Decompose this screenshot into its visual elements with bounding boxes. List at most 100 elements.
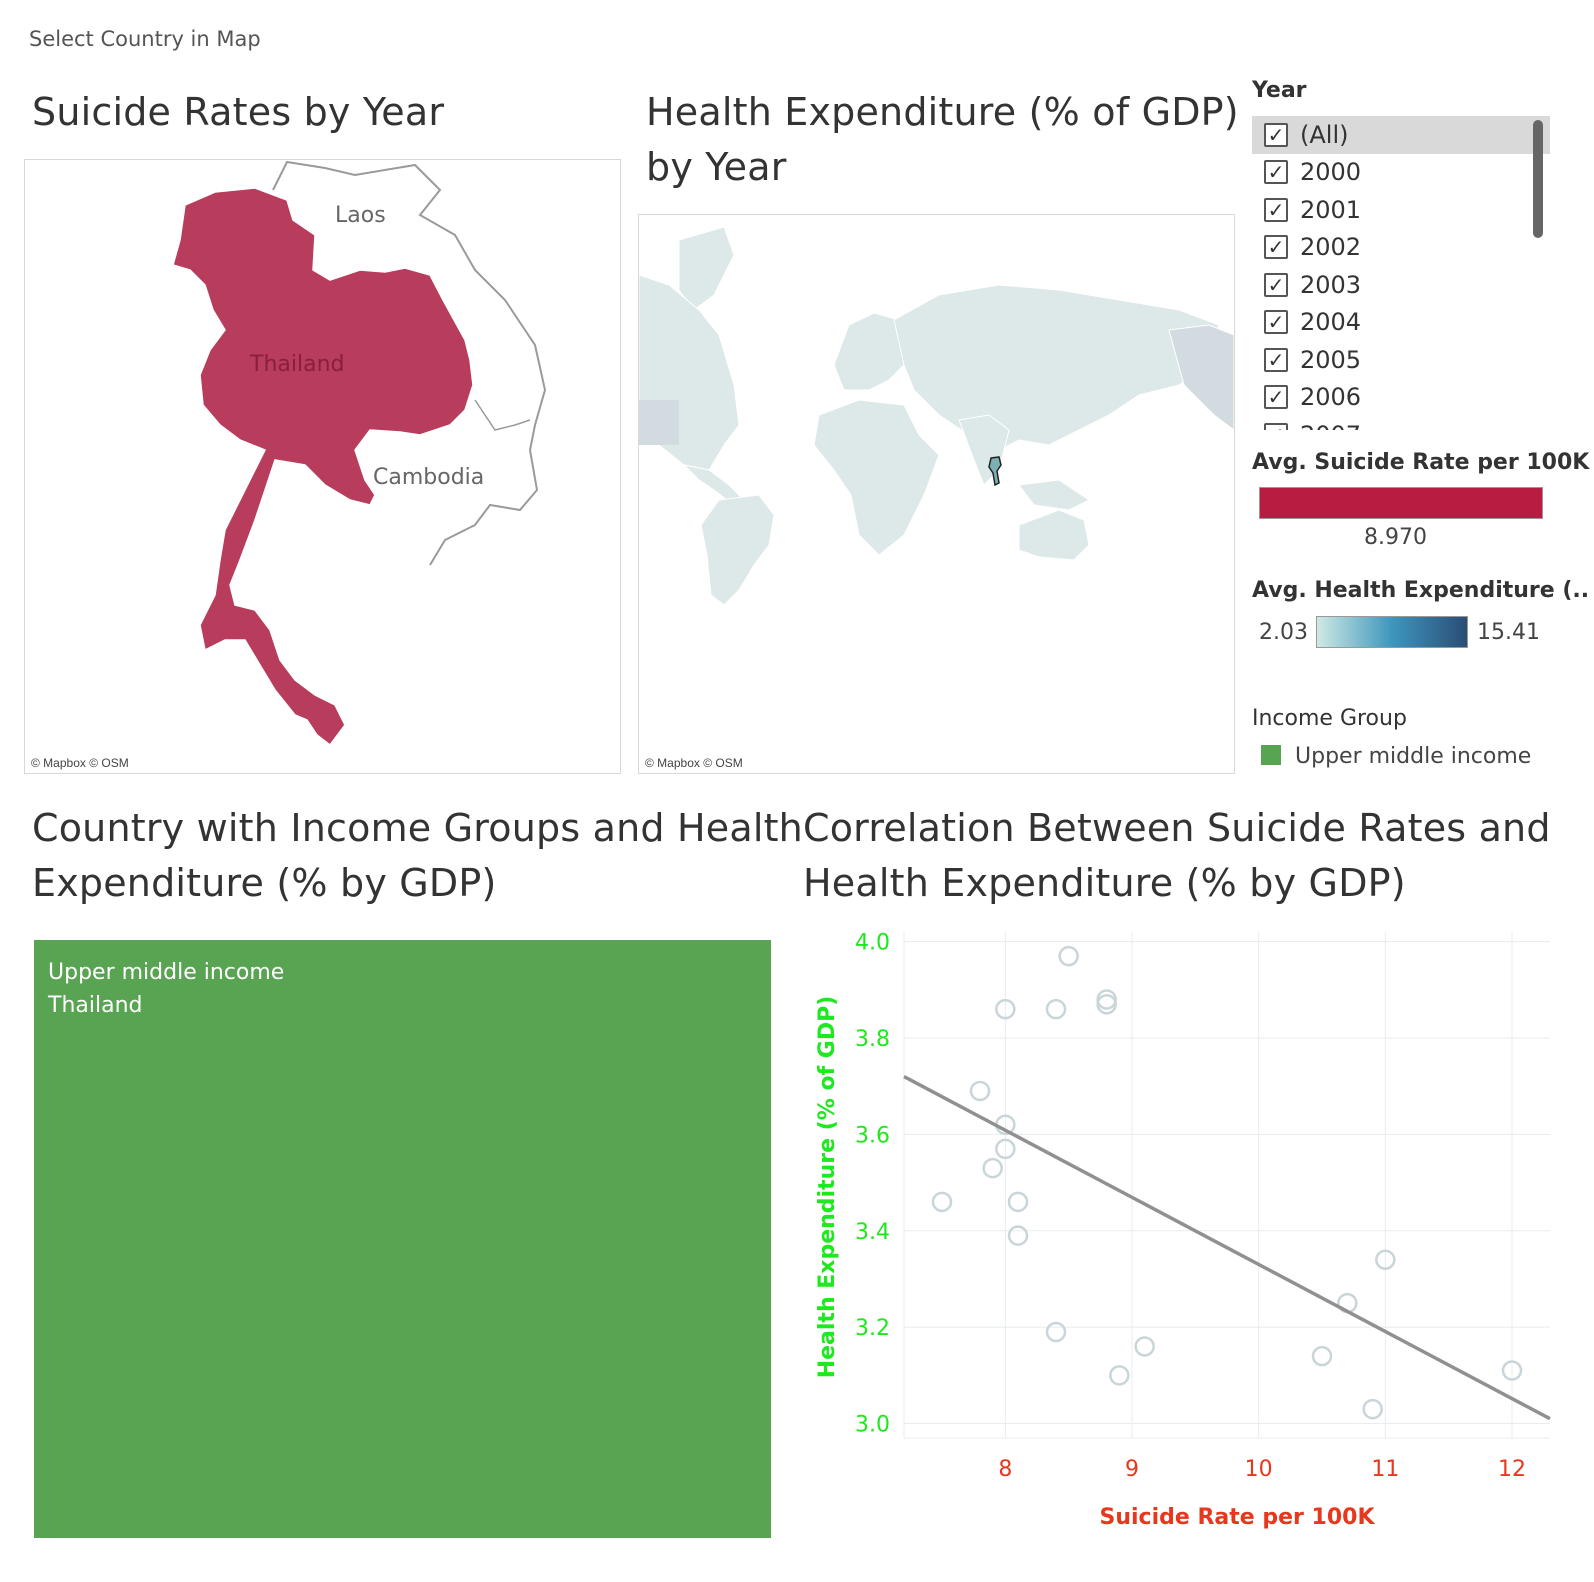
y-tick-label: 3.6 (855, 1123, 890, 1148)
checkbox-icon[interactable]: ✓ (1264, 122, 1288, 147)
suicide-map[interactable]: Thailand Laos Cambodia © Mapbox © OSM (24, 159, 621, 774)
australia-shape (1018, 509, 1090, 561)
year-filter-label: 2000 (1300, 158, 1362, 187)
scatter-point[interactable] (1096, 994, 1117, 1015)
scatter-title-line2: Health Expenditure (% by GDP) (803, 861, 1406, 905)
health-legend-max: 15.41 (1477, 620, 1540, 645)
year-filter-label: 2007 (1300, 421, 1361, 430)
year-filter-label: 2004 (1300, 308, 1362, 337)
greenland-shape (678, 226, 735, 311)
scatter-point[interactable] (1045, 998, 1067, 1020)
year-filter-scrollbar[interactable] (1533, 120, 1543, 238)
checkbox-icon[interactable]: ✓ (1264, 347, 1288, 372)
income-legend-swatch (1261, 745, 1281, 765)
cambodia-label: Cambodia (373, 465, 484, 490)
trend-line[interactable] (903, 1075, 1551, 1421)
health-legend-min: 2.03 (1259, 620, 1308, 645)
year-filter-item[interactable]: ✓ (All) (1252, 116, 1550, 154)
health-map[interactable]: © Mapbox © OSM (638, 214, 1235, 774)
year-filter-label: 2001 (1300, 195, 1362, 224)
health-legend-gradient (1316, 616, 1468, 648)
checkbox-icon[interactable]: ✓ (1264, 235, 1288, 260)
x-tick-label: 12 (1498, 1457, 1526, 1482)
scatter-point[interactable] (1045, 1321, 1067, 1343)
y-axis-title: Health Expenditure (% of GDP) (815, 996, 840, 1379)
year-filter-label: (All) (1300, 120, 1349, 149)
year-filter-item[interactable]: ✓ 2001 (1252, 191, 1550, 229)
scatter-point[interactable] (1501, 1360, 1523, 1381)
checkbox-icon[interactable]: ✓ (1264, 272, 1288, 297)
scatter-point[interactable] (1007, 1225, 1029, 1246)
checkbox-icon[interactable]: ✓ (1264, 310, 1288, 335)
health-map-title-line1: Health Expenditure (% of GDP) (646, 90, 1239, 134)
scatter-point[interactable] (1362, 1398, 1383, 1420)
y-tick-label: 3.0 (855, 1413, 890, 1438)
checkbox-icon[interactable]: ✓ (1264, 160, 1288, 185)
y-tick-label: 3.2 (855, 1316, 890, 1341)
thailand-shape (172, 187, 474, 747)
year-filter-item[interactable]: ✓ 2000 (1252, 154, 1550, 192)
alaska-shape (1168, 324, 1234, 431)
scatter-point[interactable] (995, 1138, 1016, 1160)
suicide-map-title: Suicide Rates by Year (32, 90, 445, 134)
y-tick-label: 4.0 (855, 931, 890, 956)
scatter-point[interactable] (1109, 1365, 1130, 1386)
year-filter-label: 2002 (1300, 233, 1362, 262)
treemap-cell-thailand[interactable]: Upper middle income Thailand (34, 940, 771, 1538)
treemap-title-line2: Expenditure (% by GDP) (32, 861, 497, 905)
instruction-text: Select Country in Map (29, 27, 261, 51)
laos-cambodia-border (474, 399, 531, 431)
scatter-title-line1: Correlation Between Suicide Rates and (803, 806, 1551, 850)
health-map-title-line2: by Year (646, 145, 787, 189)
income-legend-item[interactable]: Upper middle income (1295, 744, 1532, 769)
treemap-income-label: Upper middle income (48, 960, 285, 985)
income-legend-title: Income Group (1252, 706, 1407, 731)
india-shape (958, 414, 1010, 486)
scatter-point[interactable] (969, 1080, 991, 1102)
checkbox-icon[interactable]: ✓ (1264, 385, 1288, 410)
x-axis-title: Suicide Rate per 100K (1100, 1505, 1376, 1530)
year-filter-title: Year (1252, 78, 1307, 103)
thailand-label: Thailand (249, 352, 344, 377)
treemap-title-line1: Country with Income Groups and Health (32, 806, 803, 850)
scatter-chart[interactable]: 8 9 10 11 12 3.0 3.2 3.4 3.6 3.8 4.0 Suicide Rate p… (800, 920, 1590, 1560)
scatter-point[interactable] (1134, 1336, 1155, 1357)
year-filter-label: 2006 (1300, 383, 1362, 412)
scatter-point[interactable] (1007, 1191, 1029, 1213)
x-tick-label: 8 (998, 1457, 1012, 1482)
suicide-map-svg[interactable]: Thailand Laos Cambodia (25, 160, 620, 773)
x-tick-label: 10 (1245, 1457, 1273, 1482)
scatter-point[interactable] (1375, 1249, 1396, 1270)
year-filter-item[interactable]: ✓ 2002 (1252, 229, 1550, 267)
scatter-point[interactable] (931, 1191, 953, 1213)
treemap-country-label: Thailand (48, 993, 143, 1018)
checkbox-icon[interactable]: ✓ (1264, 422, 1288, 430)
scatter-point[interactable] (982, 1157, 1003, 1179)
year-filter-item[interactable]: ✓ 2006 (1252, 379, 1550, 417)
scatter-point[interactable] (1311, 1345, 1333, 1367)
laos-label: Laos (335, 203, 386, 228)
south-america-shape (700, 494, 775, 606)
suicide-legend-title: Avg. Suicide Rate per 100K (1252, 450, 1590, 475)
year-filter-item[interactable]: ✓ 2003 (1252, 266, 1550, 304)
thailand-highlight (988, 456, 1002, 487)
health-legend-title: Avg. Health Expenditure (.. (1252, 578, 1590, 603)
year-filter-item[interactable]: ✓ 2007 (1252, 416, 1550, 430)
year-filter-label: 2003 (1300, 270, 1362, 299)
southeast-asia-islands (1018, 479, 1090, 511)
y-tick-label: 3.8 (855, 1027, 890, 1052)
year-filter-item[interactable]: ✓ 2005 (1252, 341, 1550, 379)
africa-shape (813, 399, 940, 556)
map-attribution: © Mapbox © OSM (645, 756, 743, 770)
suicide-legend-value: 8.970 (1364, 525, 1427, 550)
asia-shape (893, 284, 1220, 456)
scatter-point[interactable] (1058, 945, 1079, 967)
x-tick-label: 9 (1125, 1457, 1139, 1482)
world-map-svg[interactable] (639, 215, 1234, 773)
laos-border (272, 160, 547, 566)
year-filter-item[interactable]: ✓ 2004 (1252, 304, 1550, 342)
year-filter-list[interactable]: ✓ (All) ✓ 2000 ✓ 2001 ✓ 2002 ✓ 2003 ✓ 2004 ✓ 2005 ✓ 200… (1252, 116, 1550, 430)
y-tick-label: 3.4 (855, 1220, 890, 1245)
checkbox-icon[interactable]: ✓ (1264, 197, 1288, 222)
scatter-point[interactable] (995, 998, 1016, 1020)
